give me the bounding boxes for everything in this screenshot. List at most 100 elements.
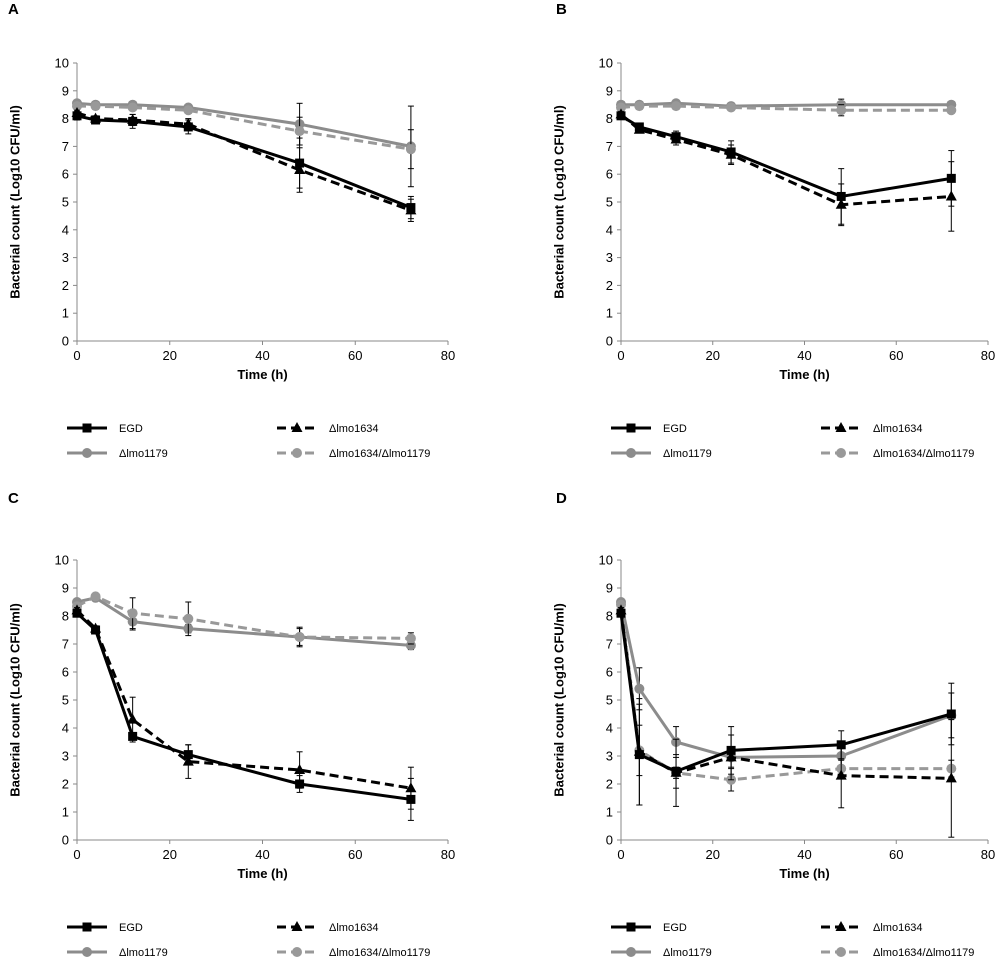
y-tick-label: 8 [606, 111, 613, 126]
series-line [619, 610, 952, 780]
data-point [615, 108, 627, 119]
legend-swatch-marker [626, 947, 636, 957]
legend-item-delta-lmo1179: Δlmo1179 [67, 947, 168, 959]
y-tick-label: 5 [62, 693, 69, 708]
y-tick-label: 6 [62, 167, 69, 182]
x-tick-label: 80 [981, 847, 995, 862]
legend-item-delta-lmo1179: Δlmo1179 [67, 448, 168, 460]
data-point [670, 133, 682, 144]
legend-swatch-marker [836, 947, 846, 957]
x-tick-label: 0 [617, 348, 624, 363]
data-point [183, 105, 194, 116]
data-point [671, 101, 682, 112]
legend-swatch-marker [835, 921, 847, 931]
series-line [76, 596, 412, 647]
data-point [836, 105, 847, 116]
data-point [294, 764, 306, 774]
x-axis-title: Time (h) [237, 367, 287, 382]
legend-item-delta-lmo1634-delta-lmo1179: Δlmo1634/Δlmo1179 [821, 448, 974, 460]
y-tick-label: 2 [606, 278, 613, 293]
data-point [294, 126, 305, 137]
series-delta-lmo1634-delta-lmo1179 [616, 599, 957, 792]
legend-item-delta-lmo1179: Δlmo1179 [611, 947, 712, 959]
x-tick-label: 80 [441, 348, 455, 363]
x-axis-title: Time (h) [779, 367, 829, 382]
legend-label: EGD [663, 922, 687, 934]
legend-item-delta-lmo1179: Δlmo1179 [611, 448, 712, 460]
y-tick-label: 2 [606, 777, 613, 792]
data-point [616, 102, 626, 113]
legend-swatch-marker [626, 922, 636, 932]
legend-item-delta-lmo1634-delta-lmo1179: Δlmo1634/Δlmo1179 [821, 947, 974, 959]
data-point [90, 591, 101, 602]
y-tick-label: 6 [606, 665, 613, 680]
legend-label: Δlmo1634 [873, 922, 923, 934]
y-tick-label: 6 [606, 167, 613, 182]
y-tick-label: 4 [62, 721, 69, 736]
y-tick-label: 0 [606, 833, 613, 848]
x-axis-title: Time (h) [779, 866, 829, 881]
x-tick-label: 20 [706, 847, 720, 862]
y-tick-label: 1 [62, 306, 69, 321]
data-point [835, 769, 847, 780]
series-delta-lmo1179 [72, 98, 416, 188]
data-point [183, 613, 194, 624]
series-egd [616, 111, 956, 225]
series-line [620, 114, 952, 198]
legend-item-egd: EGD [67, 423, 143, 435]
series-line [620, 113, 952, 207]
legend-label: Δlmo1634 [329, 423, 379, 435]
x-tick-label: 20 [706, 348, 720, 363]
y-tick-label: 9 [606, 581, 613, 596]
data-point [127, 113, 139, 124]
series-delta-lmo1179 [616, 597, 957, 768]
legend-item-egd: EGD [67, 922, 143, 934]
data-point [946, 105, 957, 116]
y-tick-label: 1 [606, 306, 613, 321]
y-tick-label: 8 [606, 609, 613, 624]
y-tick-label: 9 [62, 581, 69, 596]
series-line [76, 111, 412, 212]
legend-label: Δlmo1634/Δlmo1179 [329, 947, 430, 959]
data-point [71, 107, 83, 118]
data-point [405, 204, 417, 215]
x-tick-label: 40 [255, 348, 269, 363]
series-delta-lmo1634 [71, 107, 417, 222]
panel-letter: A [8, 1, 19, 18]
data-point [294, 164, 306, 175]
y-tick-label: 9 [62, 83, 69, 98]
data-point [71, 604, 83, 615]
data-point [725, 751, 737, 762]
y-tick-label: 0 [62, 833, 69, 848]
chart-panel-b: B 0 1 2 3 4 5 6 7 8 9 10 0 20 40 60 80 Time (h) Bacterial … [552, 1, 996, 460]
legend: EGD Δlmo1634 Δlmo1179 Δlmo1634/Δlmo1179 [67, 422, 430, 460]
legend-swatch-marker [626, 423, 636, 433]
legend-swatch-marker [292, 947, 302, 957]
legend-swatch-marker [836, 448, 846, 458]
x-tick-label: 0 [617, 847, 624, 862]
data-point [127, 713, 139, 724]
y-tick-label: 2 [62, 278, 69, 293]
legend-label: Δlmo1634 [873, 423, 923, 435]
y-tick-label: 10 [599, 553, 613, 568]
x-tick-label: 40 [797, 847, 811, 862]
y-tick-label: 7 [606, 139, 613, 154]
x-tick-label: 80 [981, 348, 995, 363]
series-line [619, 601, 952, 759]
data-point [72, 101, 82, 112]
y-tick-label: 3 [606, 250, 613, 265]
data-point [726, 102, 737, 113]
series-line [619, 613, 952, 773]
legend-swatch-marker [291, 921, 303, 931]
legend-label: EGD [119, 423, 143, 435]
legend-item-delta-lmo1634: Δlmo1634 [277, 921, 379, 934]
x-tick-label: 80 [441, 847, 455, 862]
data-point [945, 190, 957, 201]
y-tick-label: 0 [62, 334, 69, 349]
data-point [294, 632, 305, 642]
panel-letter: C [8, 490, 19, 507]
y-tick-label: 6 [62, 665, 69, 680]
legend-item-delta-lmo1634: Δlmo1634 [821, 921, 923, 934]
data-point [405, 640, 416, 651]
